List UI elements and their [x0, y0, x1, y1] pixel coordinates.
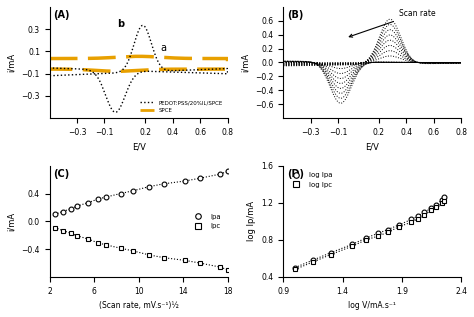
Y-axis label: i/mA: i/mA: [7, 53, 16, 72]
Legend: Ipa, Ipc: Ipa, Ipc: [189, 211, 224, 232]
Legend: PEDOT:PSS/20%IL/SPCE, SPCE: PEDOT:PSS/20%IL/SPCE, SPCE: [138, 98, 225, 115]
Text: (A): (A): [53, 10, 70, 20]
Y-axis label: i/mA: i/mA: [7, 212, 16, 231]
X-axis label: E/V: E/V: [365, 142, 379, 151]
Text: (C): (C): [53, 169, 70, 179]
Y-axis label: log Ip/mA: log Ip/mA: [247, 201, 256, 241]
Text: Scan rate: Scan rate: [349, 9, 436, 37]
X-axis label: E/V: E/V: [132, 142, 146, 151]
Text: (D): (D): [287, 169, 304, 179]
Text: (B): (B): [287, 10, 303, 20]
X-axis label: (Scan rate, mV.s⁻¹)½: (Scan rate, mV.s⁻¹)½: [99, 301, 179, 310]
Text: b: b: [117, 19, 124, 29]
Y-axis label: i/mA: i/mA: [240, 53, 249, 72]
Legend: log Ipa, log Ipc: log Ipa, log Ipc: [287, 169, 335, 190]
Text: a: a: [160, 43, 166, 53]
X-axis label: log V/mA.s⁻¹: log V/mA.s⁻¹: [348, 301, 396, 310]
